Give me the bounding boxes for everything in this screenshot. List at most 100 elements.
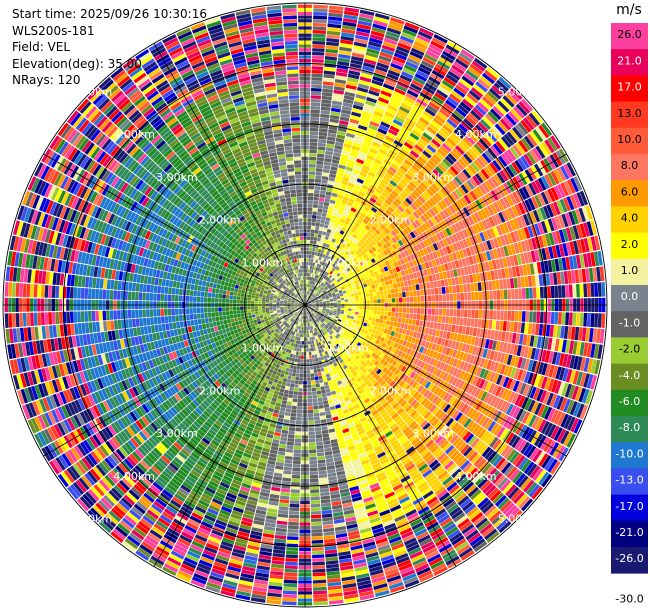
velocity-gate — [312, 247, 316, 252]
velocity-gate — [312, 207, 318, 212]
velocity-gate — [322, 254, 326, 259]
velocity-gate — [477, 282, 482, 291]
velocity-gate — [318, 375, 323, 380]
velocity-gate — [347, 159, 356, 165]
velocity-gate — [514, 288, 519, 300]
velocity-gate — [345, 217, 352, 223]
velocity-gate — [313, 290, 316, 294]
velocity-gate — [308, 291, 311, 295]
velocity-gate — [380, 121, 391, 129]
velocity-gate — [482, 310, 486, 319]
velocity-gate — [312, 572, 326, 577]
velocity-gate — [343, 10, 359, 17]
velocity-gate — [352, 203, 359, 210]
velocity-gate — [312, 391, 317, 396]
velocity-gate — [313, 200, 319, 205]
velocity-gate — [351, 295, 355, 299]
velocity-gate — [414, 325, 419, 332]
velocity-gate — [306, 261, 309, 266]
velocity-gate — [417, 66, 431, 76]
velocity-gate — [396, 322, 401, 328]
velocity-gate — [329, 173, 336, 179]
velocity-gate — [309, 284, 312, 288]
velocity-gate — [321, 103, 332, 108]
velocity-gate — [309, 153, 317, 157]
velocity-gate — [313, 4, 328, 9]
velocity-gate — [364, 319, 369, 324]
velocity-gate — [357, 86, 369, 93]
velocity-gate — [378, 124, 389, 132]
velocity-gate — [312, 358, 316, 363]
velocity-gate — [503, 289, 508, 300]
velocity-gate — [314, 229, 319, 234]
velocity-gate — [322, 209, 328, 214]
velocity-gate — [354, 314, 359, 318]
velocity-gate — [313, 365, 317, 370]
velocity-gate — [310, 482, 319, 486]
velocity-gate — [307, 291, 309, 295]
velocity-gate — [384, 324, 390, 330]
velocity-gate — [317, 267, 321, 272]
velocity-gate — [429, 321, 435, 329]
velocity-gate — [536, 311, 541, 323]
velocity-gate — [453, 293, 457, 301]
velocity-gate — [312, 44, 325, 49]
velocity-gate — [390, 316, 395, 322]
velocity-gate — [413, 296, 417, 302]
velocity-gate — [325, 410, 331, 416]
velocity-gate — [317, 208, 323, 213]
velocity-gate — [356, 158, 365, 165]
velocity-gate — [348, 122, 359, 128]
velocity-gate — [467, 309, 472, 318]
velocity-gate — [323, 303, 327, 305]
velocity-gate — [402, 307, 407, 313]
velocity-gate — [467, 292, 472, 301]
velocity-gate — [346, 129, 357, 135]
velocity-gate — [305, 330, 308, 334]
velocity-gate — [343, 173, 351, 179]
velocity-gate — [312, 204, 318, 208]
velocity-gate — [335, 174, 343, 180]
velocity-gate — [329, 266, 334, 271]
velocity-gate — [356, 90, 368, 97]
velocity-gate — [386, 289, 391, 294]
velocity-gate — [321, 99, 332, 104]
velocity-gate — [347, 125, 358, 132]
velocity-gate — [312, 568, 326, 573]
velocity-gate — [311, 84, 322, 89]
velocity-gate — [386, 132, 397, 140]
velocity-gate — [310, 233, 315, 237]
velocity-gate — [350, 59, 363, 66]
velocity-gate — [322, 396, 328, 401]
velocity-gate — [316, 215, 322, 220]
velocity-gate — [341, 306, 345, 309]
velocity-gate — [341, 28, 356, 35]
velocity-gate — [373, 138, 383, 145]
velocity-gate — [386, 316, 391, 321]
velocity-gate — [353, 200, 360, 207]
velocity-gate — [402, 297, 407, 303]
velocity-gate — [315, 248, 319, 253]
velocity-gate — [336, 197, 343, 203]
velocity-gate — [399, 105, 410, 114]
velocity-gate — [311, 380, 316, 385]
velocity-gate — [341, 109, 352, 115]
velocity-gate — [412, 290, 417, 297]
velocity-gate — [323, 400, 329, 405]
velocity-gate — [411, 319, 417, 326]
velocity-gate — [337, 130, 347, 136]
velocity-gate — [315, 434, 323, 439]
velocity-gate — [550, 311, 555, 325]
velocity-gate — [439, 83, 453, 93]
velocity-gate — [366, 212, 374, 219]
velocity-gate — [386, 320, 391, 326]
velocity-gate — [381, 178, 389, 186]
velocity-gate — [411, 79, 424, 89]
velocity-gate — [314, 427, 322, 432]
velocity-gate — [309, 287, 311, 292]
velocity-gate — [362, 65, 375, 73]
velocity-gate — [419, 63, 433, 73]
velocity-gate — [401, 317, 406, 324]
velocity-gate — [362, 141, 372, 148]
velocity-gate — [410, 47, 425, 57]
